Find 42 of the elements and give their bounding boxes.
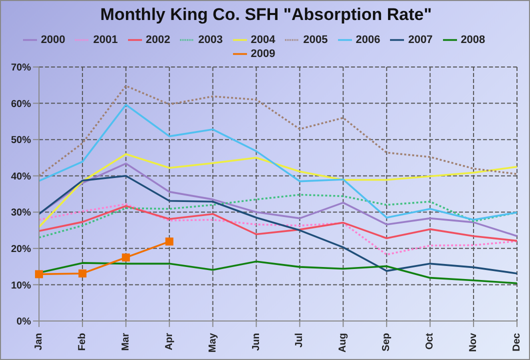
y-tick-label: 30% <box>10 208 32 219</box>
legend-label: 2006 <box>356 34 380 46</box>
point <box>35 270 43 278</box>
legend-label: 2003 <box>198 34 223 46</box>
line-series <box>38 84 518 177</box>
legend-label: 2005 <box>303 34 328 46</box>
x-tick-label: Aug <box>338 333 349 352</box>
point <box>122 254 130 262</box>
legend-label: 2007 <box>408 34 433 46</box>
chart-title: Monthly King Co. SFH "Absorption Rate" <box>99 5 433 25</box>
line-series <box>38 205 518 242</box>
y-tick-label: 70% <box>10 62 32 74</box>
x-tick-label: Dec <box>512 332 522 352</box>
line-series <box>38 203 518 256</box>
line-series <box>38 162 518 237</box>
y-tick-label: 10% <box>10 280 32 292</box>
y-tick-label: 40% <box>10 171 32 182</box>
legend-label: 2008 <box>460 34 486 46</box>
legend-label: 2001 <box>93 34 118 46</box>
legend-label: 2000 <box>40 34 66 46</box>
y-tick-label: 20% <box>10 244 32 255</box>
legend-label: 2009 <box>250 48 276 60</box>
x-tick-label: Jun <box>250 333 262 351</box>
x-tick-label: Mar <box>120 332 132 351</box>
legend-label: 2004 <box>250 34 276 46</box>
x-tick-label: Sep <box>381 333 392 352</box>
line-series <box>38 104 518 221</box>
point <box>165 238 174 246</box>
x-tick-label: Jul <box>294 332 306 348</box>
x-tick-label: Nov <box>468 332 480 352</box>
line-series <box>38 174 518 274</box>
point <box>78 269 86 278</box>
y-tick-label: 60% <box>10 98 32 110</box>
x-tick-label: May <box>207 332 218 352</box>
x-tick-label: Jan <box>34 333 44 350</box>
y-tick-label: 50% <box>10 135 32 146</box>
x-tick-label: Feb <box>76 333 88 351</box>
legend-label: 2002 <box>146 34 170 46</box>
y-tick-label: 0% <box>16 316 32 328</box>
x-tick-label: Oct <box>424 332 436 350</box>
x-tick-label: Apr <box>164 332 175 350</box>
line-series <box>38 153 518 228</box>
